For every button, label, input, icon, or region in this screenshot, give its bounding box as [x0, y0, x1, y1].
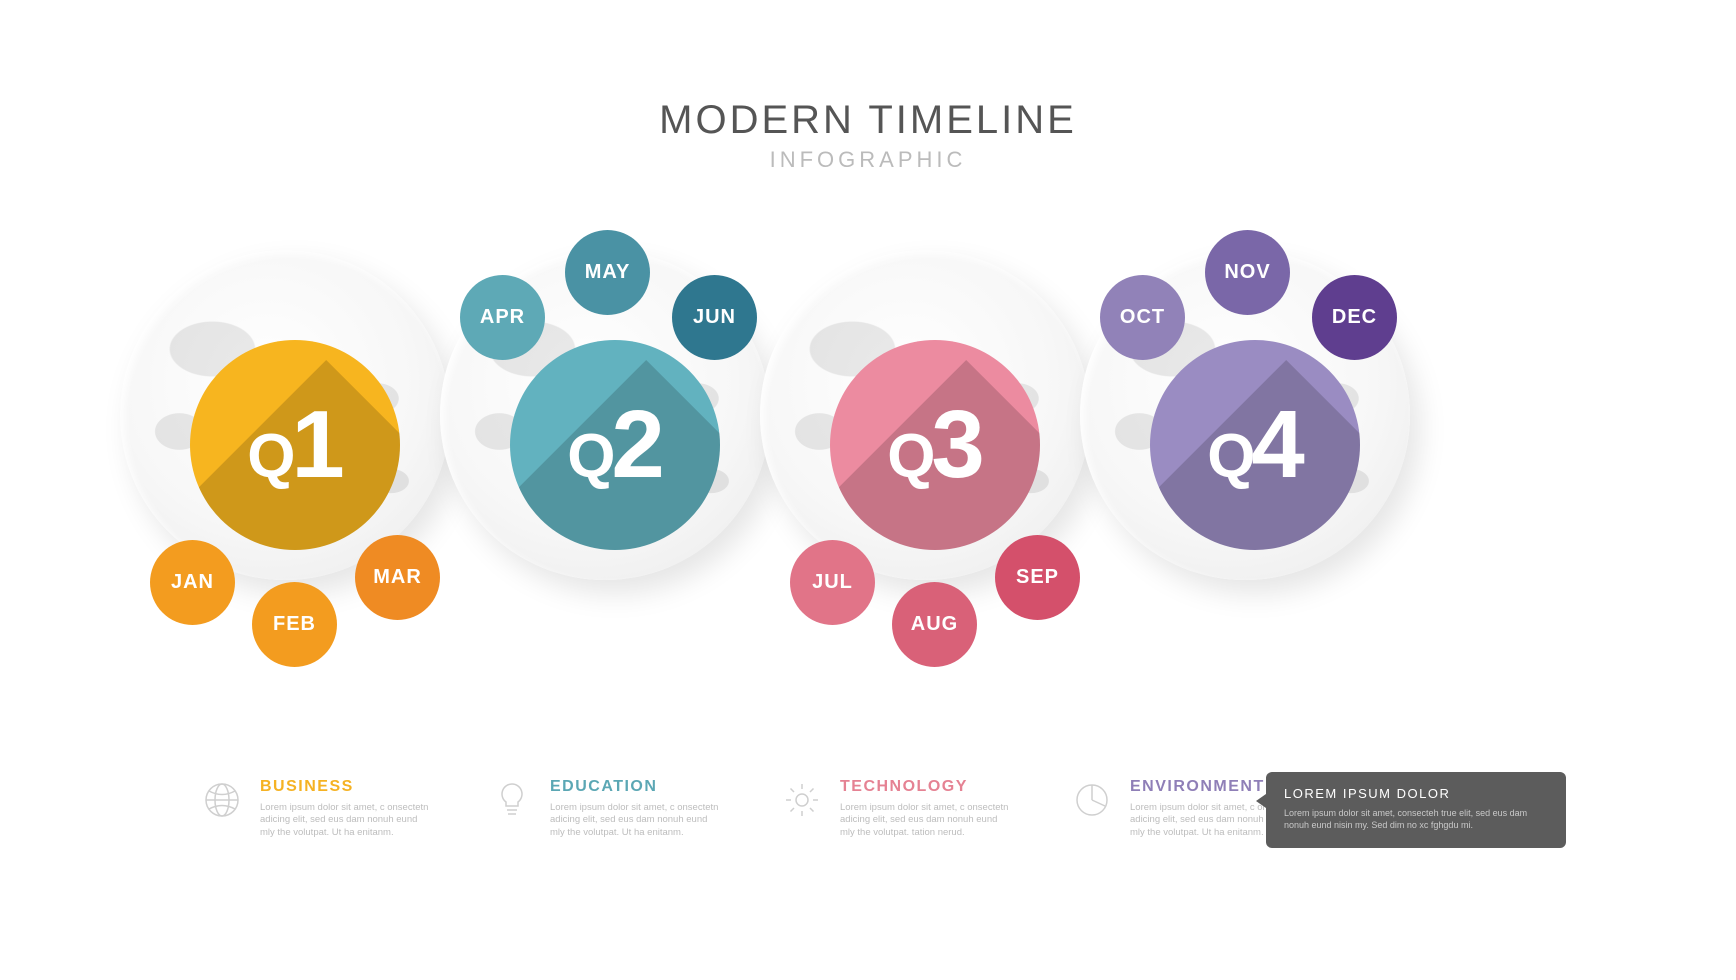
- legend-title: TECHNOLOGY: [840, 778, 1010, 796]
- title-sub: INFOGRAPHIC: [0, 147, 1736, 173]
- month-aug: AUG: [892, 582, 977, 667]
- timeline: Q1JANFEBMAR Q2 APRMAY JUN Q3JULAUGSEP Q4 OCTNO…: [0, 210, 1736, 670]
- legend-body: Lorem ipsum dolor sit amet, c onsectetn …: [840, 802, 1010, 840]
- header: MODERN TIMELINE INFOGRAPHIC: [0, 98, 1736, 173]
- month-may: MAY: [565, 230, 650, 315]
- globe-icon: [200, 778, 244, 822]
- lightbulb-icon: [490, 778, 534, 822]
- month-nov: NOV: [1205, 230, 1290, 315]
- quarter-q3: Q3: [830, 340, 1040, 550]
- quarter-q4: Q4: [1150, 340, 1360, 550]
- month-jun: JUN: [672, 275, 757, 360]
- quarter-q2: Q2: [510, 340, 720, 550]
- month-oct: OCT: [1100, 275, 1185, 360]
- legend-item-technology: TECHNOLOGY Lorem ipsum dolor sit amet, c …: [780, 778, 1010, 840]
- month-sep: SEP: [995, 535, 1080, 620]
- quarter-label: Q4: [1207, 390, 1303, 500]
- callout-box: LOREM IPSUM DOLOR Lorem ipsum dolor sit …: [1266, 772, 1566, 848]
- title-main: MODERN TIMELINE: [0, 98, 1736, 143]
- callout-title: LOREM IPSUM DOLOR: [1284, 786, 1548, 801]
- legend-item-business: BUSINESS Lorem ipsum dolor sit amet, c on…: [200, 778, 430, 840]
- legend-body: Lorem ipsum dolor sit amet, c onsectetn …: [260, 802, 430, 840]
- quarter-label: Q2: [567, 390, 663, 500]
- quarter-label: Q1: [247, 390, 343, 500]
- quarter-q1: Q1: [190, 340, 400, 550]
- month-jul: JUL: [790, 540, 875, 625]
- month-apr: APR: [460, 275, 545, 360]
- month-mar: MAR: [355, 535, 440, 620]
- legend-title: EDUCATION: [550, 778, 720, 796]
- quarter-label: Q3: [887, 390, 983, 500]
- month-feb: FEB: [252, 582, 337, 667]
- legend-title: BUSINESS: [260, 778, 430, 796]
- legend-body: Lorem ipsum dolor sit amet, c onsectetn …: [550, 802, 720, 840]
- pie-icon: [1070, 778, 1114, 822]
- callout-body: Lorem ipsum dolor sit amet, consecteh tr…: [1284, 807, 1548, 832]
- gear-icon: [780, 778, 824, 822]
- legend-item-education: EDUCATION Lorem ipsum dolor sit amet, c o…: [490, 778, 720, 840]
- month-jan: JAN: [150, 540, 235, 625]
- month-dec: DEC: [1312, 275, 1397, 360]
